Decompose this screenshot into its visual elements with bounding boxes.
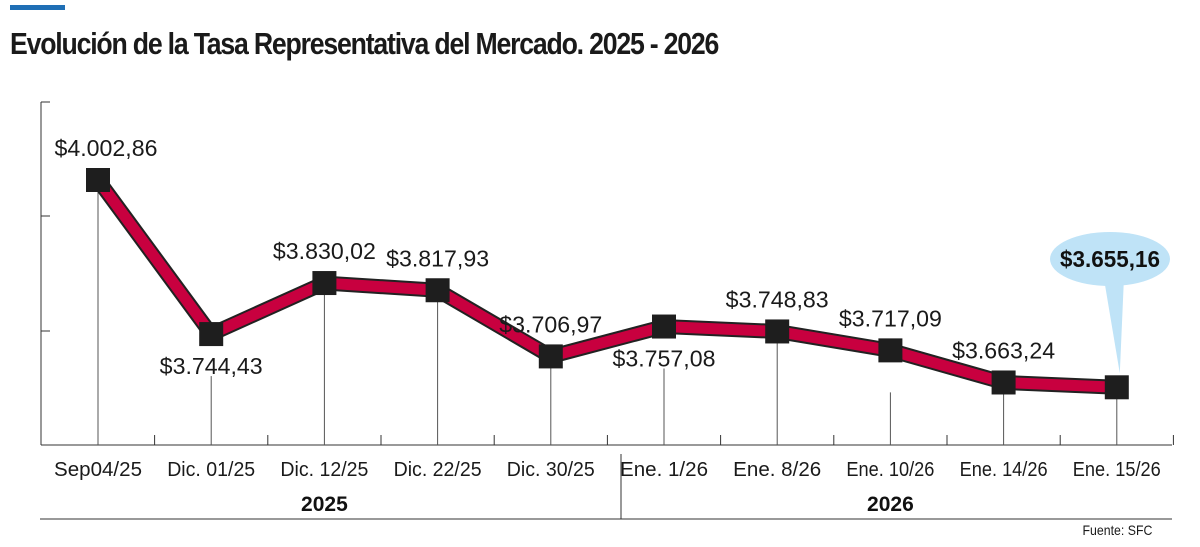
value-label: $3.717,09 — [839, 305, 942, 331]
x-tick-label: Sep04/25 — [54, 459, 142, 481]
data-point — [86, 168, 110, 192]
x-tick-label: Ene. 10/26 — [846, 459, 934, 481]
value-label: $3.830,02 — [273, 238, 376, 264]
data-point — [652, 314, 676, 339]
data-point — [765, 319, 790, 344]
data-point — [538, 344, 563, 369]
chart-axes — [40, 101, 1174, 446]
data-point — [312, 271, 337, 296]
x-tick-label: Dic. 12/25 — [280, 459, 368, 481]
series-line — [91, 175, 1118, 395]
value-label: $3.706,97 — [499, 311, 602, 337]
value-label: $3.817,93 — [386, 245, 489, 271]
value-label: $3.757,08 — [613, 346, 716, 372]
source-note: Fuente: SFC — [1082, 522, 1152, 538]
data-point — [425, 278, 450, 303]
accent-bar — [10, 5, 65, 10]
x-tick-label: Dic. 01/25 — [167, 459, 255, 481]
value-label: $3.663,24 — [952, 337, 1055, 363]
data-point — [878, 338, 903, 363]
data-markers — [86, 168, 1129, 400]
year-group-label: 2026 — [867, 493, 914, 516]
value-label: $4.002,86 — [55, 135, 158, 161]
year-groups: 2025 2026 — [40, 454, 1172, 520]
x-tick-label: Ene. 15/26 — [1073, 459, 1161, 481]
callout-bubble — [1050, 232, 1170, 286]
drop-lines — [97, 180, 1118, 445]
value-label-highlight: $3.655,16 — [1060, 246, 1160, 272]
value-label: $3.744,43 — [160, 353, 263, 379]
x-tick-label: Ene. 1/26 — [620, 459, 708, 481]
value-label: $3.748,83 — [726, 286, 829, 312]
x-tick-label: Ene. 8/26 — [733, 459, 821, 481]
chart-title: Evolución de la Tasa Representativa del … — [10, 26, 719, 61]
year-group-label: 2025 — [301, 493, 348, 516]
x-tick-label: Dic. 22/25 — [394, 459, 482, 481]
data-point — [199, 322, 224, 347]
x-tick-label: Ene. 14/26 — [960, 459, 1048, 481]
series-line-stroke — [93, 176, 1118, 393]
value-labels: $4.002,86 $3.744,43 $3.830,02 $3.817,93 $3.7… — [55, 135, 1170, 379]
data-point — [991, 370, 1016, 395]
x-tick-label: Dic. 30/25 — [507, 459, 595, 481]
x-tick-labels: Sep04/25 Dic. 01/25 Dic. 12/25 Dic. 22/25 Di… — [54, 459, 1161, 481]
callout-pointer — [1104, 277, 1124, 374]
data-point — [1104, 375, 1129, 400]
